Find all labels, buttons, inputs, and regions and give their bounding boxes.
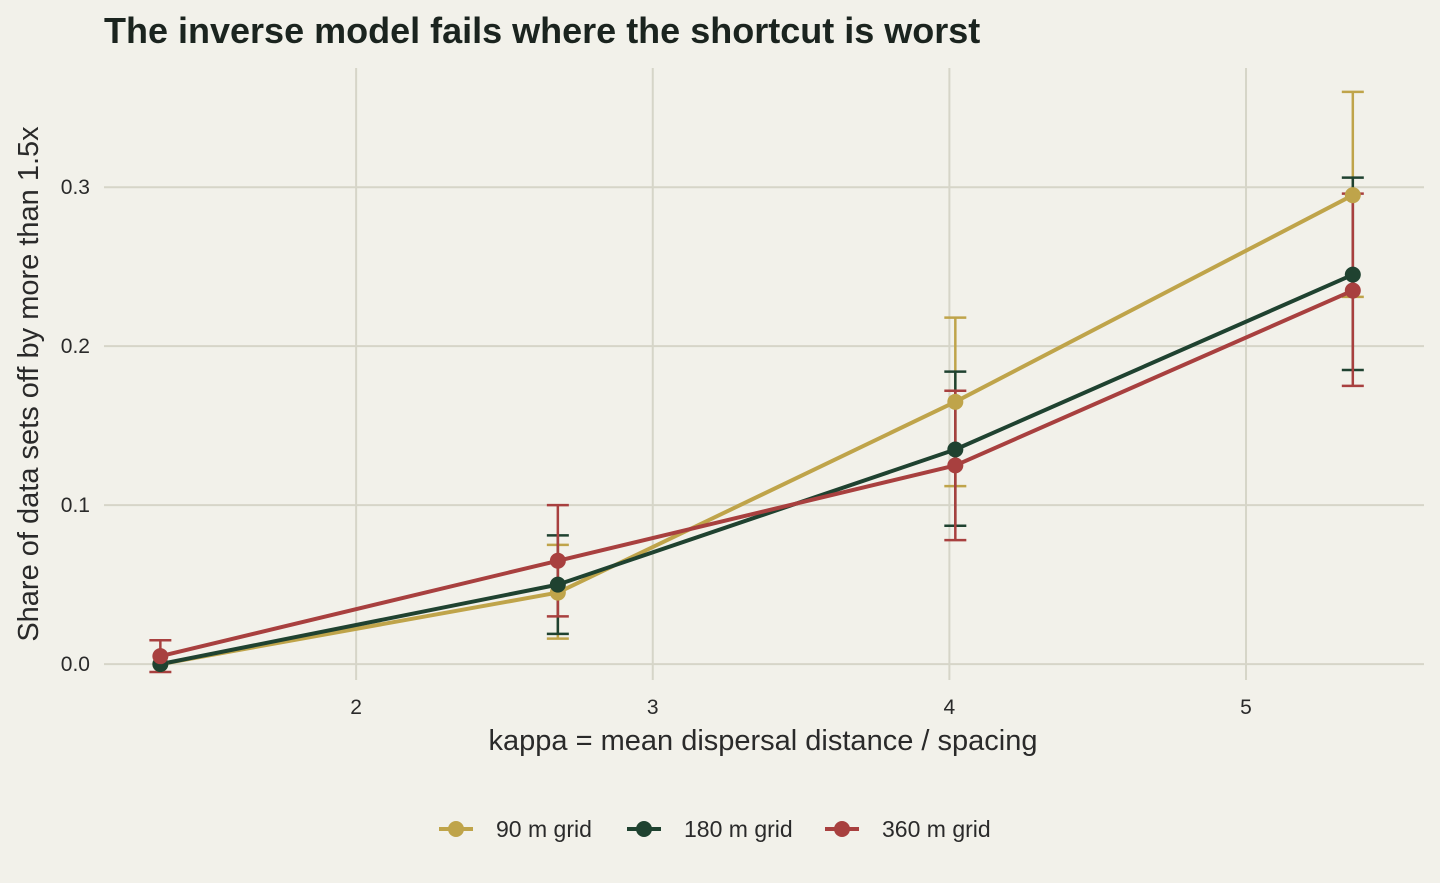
y-tick-label: 0.0 — [61, 653, 90, 676]
data-point — [947, 393, 964, 410]
legend-item: 360 m grid — [825, 816, 991, 842]
data-point — [549, 576, 566, 593]
y-tick-label: 0.3 — [61, 176, 90, 199]
legend-label: 180 m grid — [684, 816, 793, 842]
series-2 — [149, 192, 1364, 674]
data-point — [1344, 187, 1361, 204]
y-tick-label: 0.2 — [61, 335, 90, 358]
x-tick-label: 5 — [1240, 696, 1252, 719]
series-0 — [546, 90, 1364, 640]
legend-marker — [834, 821, 850, 837]
legend-label: 360 m grid — [882, 816, 991, 842]
data-series — [149, 90, 1364, 674]
x-tick-label: 4 — [944, 696, 956, 719]
data-point — [1344, 282, 1361, 299]
y-axis-title: Share of data sets off by more than 1.5x — [13, 126, 45, 642]
legend: 90 m grid 180 m grid 360 m grid — [439, 816, 991, 842]
series-line — [159, 288, 1354, 659]
tick-labels: 2 3 4 5 0.0 0.1 0.2 0.3 — [61, 176, 1252, 719]
series-line — [160, 193, 1354, 667]
data-point — [1344, 266, 1361, 283]
legend-label: 90 m grid — [496, 816, 592, 842]
data-point — [152, 648, 169, 665]
legend-item: 180 m grid — [627, 816, 793, 842]
data-point — [947, 441, 964, 458]
legend-marker — [448, 821, 464, 837]
data-point — [947, 457, 964, 474]
series-line — [159, 272, 1354, 667]
data-point — [549, 552, 566, 569]
chart-title: The inverse model fails where the shortc… — [104, 10, 981, 51]
legend-item: 90 m grid — [439, 816, 592, 842]
grid-lines — [104, 68, 1424, 680]
legend-marker — [636, 821, 652, 837]
x-tick-label: 2 — [350, 696, 362, 719]
x-axis-title: kappa = mean dispersal distance / spacin… — [489, 725, 1038, 757]
y-tick-label: 0.1 — [61, 494, 90, 517]
x-tick-label: 3 — [647, 696, 659, 719]
